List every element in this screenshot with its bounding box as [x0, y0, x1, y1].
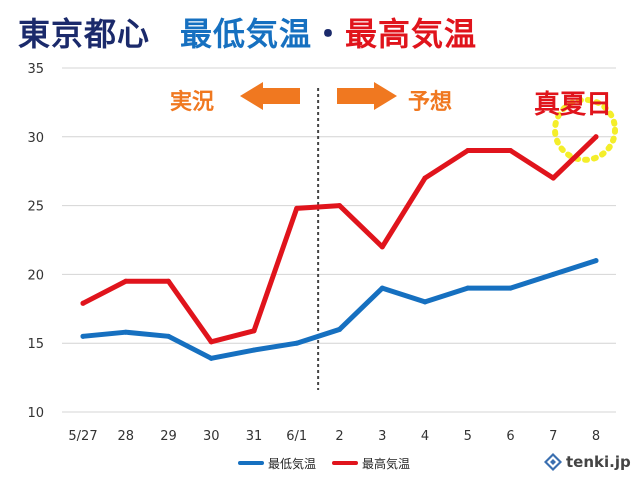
legend-label-max: 最高気温	[362, 456, 411, 471]
min-temp-point	[294, 340, 300, 346]
max-temp-line	[80, 134, 599, 345]
max-temp-point	[550, 175, 556, 181]
legend-swatch-min	[238, 461, 264, 465]
min-temp-point	[123, 329, 129, 335]
max-temp-point	[337, 203, 342, 209]
max-temp-point	[251, 328, 257, 334]
max-temp-point	[80, 300, 86, 306]
min-temp-point	[337, 326, 342, 332]
min-temp-point	[251, 347, 257, 353]
y-tick-label: 15	[27, 337, 44, 352]
x-tick-label: 8	[592, 429, 600, 444]
min-temp-point	[550, 271, 556, 277]
tenki-logo-icon	[544, 453, 562, 471]
min-temp-point	[379, 285, 385, 291]
x-tick-label: 7	[549, 429, 557, 444]
y-tick-label: 20	[27, 268, 44, 283]
max-temp-point	[208, 339, 214, 345]
x-tick-label: 5	[464, 429, 472, 444]
x-tick-label: 2	[335, 429, 343, 444]
x-tick-label: 6/1	[286, 429, 307, 444]
right-arrow-icon	[337, 82, 397, 110]
max-temp-point	[593, 134, 599, 140]
x-tick-label: 5/27	[68, 429, 97, 444]
max-temp-point	[508, 148, 513, 154]
min-temp-point	[593, 258, 599, 264]
min-temp-point	[422, 299, 428, 305]
legend-label-min: 最低気温	[268, 456, 317, 471]
x-tick-label: 4	[421, 429, 429, 444]
logo-text: tenki.jp	[566, 453, 631, 471]
min-temp-point	[166, 333, 171, 339]
y-tick-label: 25	[27, 200, 44, 215]
max-temp-point	[465, 148, 471, 154]
title-separator: ・	[312, 15, 346, 53]
x-tick-label: 6	[506, 429, 514, 444]
title-min-temp: 最低気温	[180, 15, 313, 53]
y-tick-label: 10	[27, 406, 44, 421]
min-temp-point	[80, 333, 86, 339]
tenki-logo: tenki.jp	[543, 452, 631, 472]
left-arrow-icon	[240, 82, 300, 110]
max-temp-point	[379, 244, 385, 250]
min-temp-point	[208, 355, 214, 361]
chart-title: 東京都心 最低気温・最高気温	[18, 14, 477, 54]
max-temp-point	[123, 278, 129, 284]
x-tick-label: 3	[378, 429, 386, 444]
title-max-temp: 最高気温	[345, 15, 478, 53]
legend-item-max: 最高気温	[332, 452, 410, 474]
max-temp-point	[294, 205, 300, 211]
title-location: 東京都心	[18, 15, 151, 53]
max-temp-point	[422, 175, 428, 181]
x-tick-label: 31	[246, 429, 263, 444]
x-tick-label: 29	[160, 429, 177, 444]
legend-item-min: 最低気温	[238, 452, 316, 474]
chart-legend: 最低気温 最高気温	[0, 452, 640, 474]
max-temp-point	[166, 278, 171, 284]
midsummer-highlight-ring	[552, 96, 618, 163]
legend-swatch-max	[332, 461, 358, 465]
y-tick-label: 35	[27, 62, 44, 77]
min-temp-point	[465, 285, 471, 291]
y-tick-label: 30	[27, 131, 44, 146]
x-tick-label: 28	[117, 429, 134, 444]
min-temp-point	[508, 285, 513, 291]
x-tick-label: 30	[203, 429, 220, 444]
